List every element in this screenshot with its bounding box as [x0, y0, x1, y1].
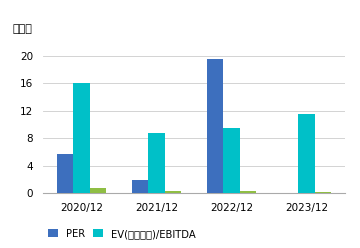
Text: （배）: （배） — [13, 24, 32, 34]
Bar — [73, 83, 90, 193]
Bar — [315, 192, 331, 193]
Bar — [57, 154, 73, 193]
Bar — [298, 114, 315, 193]
Bar — [207, 59, 223, 193]
Bar — [240, 191, 256, 193]
Bar — [132, 180, 148, 193]
Bar — [165, 191, 181, 193]
Bar — [223, 128, 240, 193]
Bar — [90, 188, 106, 193]
Bar — [148, 133, 165, 193]
